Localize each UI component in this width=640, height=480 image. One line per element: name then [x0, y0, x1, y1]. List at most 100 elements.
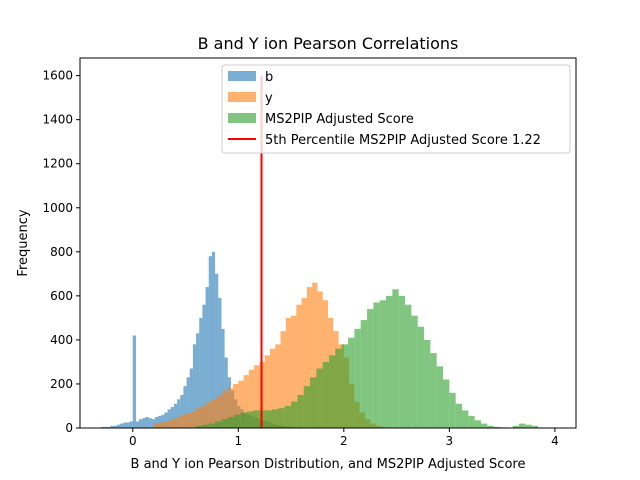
histogram-bar — [196, 333, 200, 428]
y-axis-ticks: 0 200 400 600 800 1000 1200 1400 1600 — [42, 69, 80, 435]
histogram-bar — [272, 409, 279, 428]
histogram-bar — [398, 295, 406, 428]
histogram-bar — [525, 424, 532, 428]
histogram-bar — [174, 416, 181, 428]
chart-title: B and Y ion Pearson Correlations — [198, 34, 459, 53]
histogram-bar — [411, 315, 418, 428]
histogram-bar — [186, 377, 190, 428]
histogram-bar — [405, 304, 412, 428]
histogram-bar — [173, 403, 178, 428]
histogram-bar — [185, 413, 191, 428]
histogram-bar — [104, 426, 108, 428]
histogram-bar — [468, 415, 475, 428]
histogram-bar — [183, 386, 187, 428]
histogram-bar — [254, 365, 260, 428]
y-tick-label: 1600 — [42, 69, 73, 83]
histogram-bar — [253, 410, 260, 428]
histogram-bar — [291, 401, 298, 428]
histogram-bar — [284, 405, 292, 428]
histogram-bar — [170, 407, 174, 428]
histogram-bar — [201, 405, 207, 428]
histogram-bar — [221, 328, 225, 428]
histogram-bar — [306, 287, 313, 428]
series-2-bars — [196, 289, 539, 428]
y-tick-label: 600 — [50, 289, 73, 303]
histogram-bar — [417, 326, 425, 428]
legend-label: 5th Percentile MS2PIP Adjusted Score 1.2… — [265, 133, 541, 148]
histogram-bar — [167, 409, 171, 428]
histogram-bar — [455, 403, 463, 428]
histogram-bar — [354, 328, 361, 428]
histogram-bar — [246, 411, 254, 428]
histogram-bar — [519, 423, 526, 428]
y-tick-label: 1000 — [42, 201, 73, 215]
histogram-bar — [233, 383, 239, 428]
histogram-bar — [512, 425, 520, 428]
histogram-bar — [153, 423, 160, 428]
legend-swatch — [228, 92, 256, 102]
histogram-bar — [158, 415, 162, 428]
x-tick-label: 4 — [551, 434, 559, 448]
histogram-bar — [296, 304, 302, 428]
histogram-bar — [177, 399, 181, 428]
histogram-bar — [159, 422, 165, 428]
histogram-bar — [129, 421, 133, 428]
histogram-bar — [341, 344, 349, 428]
histogram-bar — [148, 418, 152, 428]
histogram-bar — [202, 424, 209, 428]
histogram-bar — [329, 355, 336, 428]
histogram-bar — [240, 412, 247, 428]
histogram-bar — [222, 390, 228, 428]
histogram-bar — [120, 423, 124, 428]
histogram-bar — [211, 399, 218, 428]
histogram-bar — [285, 317, 292, 428]
histogram-bar — [243, 375, 249, 428]
histogram-bar — [215, 273, 219, 428]
histogram-bar — [487, 425, 494, 428]
histogram-bar — [297, 394, 304, 428]
histogram-bar — [221, 419, 228, 428]
histogram-bar — [227, 388, 234, 428]
histogram-bar — [264, 355, 270, 428]
histogram-bar — [312, 282, 318, 428]
legend: by MS2PIP Adjusted Score 5th Percentile MS… — [221, 64, 571, 154]
histogram-bar — [436, 366, 444, 428]
x-axis-label: B and Y ion Pearson Distribution, and MS… — [131, 457, 526, 472]
histogram-bar — [317, 291, 323, 428]
y-axis-label: Frequency — [16, 209, 31, 276]
histogram-bar — [116, 424, 121, 428]
histogram-bar — [154, 416, 159, 428]
histogram-bar — [310, 377, 317, 428]
legend-swatch — [228, 71, 256, 81]
histogram-bar — [215, 421, 222, 428]
y-tick-label: 1200 — [42, 157, 73, 171]
histogram-bar — [493, 426, 501, 428]
histogram-bar — [474, 420, 482, 428]
plot-frame — [79, 57, 577, 429]
legend-swatch — [228, 113, 256, 123]
histogram-bar — [161, 414, 165, 428]
x-tick-label: 0 — [129, 434, 137, 448]
histogram-bar — [234, 414, 241, 428]
histogram-bar — [259, 410, 266, 428]
histogram-bar — [373, 302, 380, 428]
y-tick-label: 0 — [65, 421, 73, 435]
histogram-bar — [217, 394, 223, 428]
histogram-bar — [151, 419, 155, 428]
histogram-bar — [462, 410, 469, 428]
histogram-bar — [132, 335, 136, 428]
histogram-bar — [386, 295, 393, 428]
histogram-bar — [248, 369, 255, 428]
histogram-bar — [164, 421, 170, 428]
y-tick-label: 1400 — [42, 113, 73, 127]
x-tick-label: 1 — [234, 434, 242, 448]
histogram-bar — [208, 423, 216, 428]
histogram-bar — [126, 422, 130, 428]
histogram-bar — [392, 289, 399, 428]
histogram-bar — [205, 287, 209, 428]
histogram-bar — [238, 380, 244, 428]
histogram-bar — [113, 425, 117, 428]
histogram-bar — [123, 422, 127, 428]
histogram-bar — [218, 298, 222, 428]
histogram-bar — [180, 414, 186, 428]
